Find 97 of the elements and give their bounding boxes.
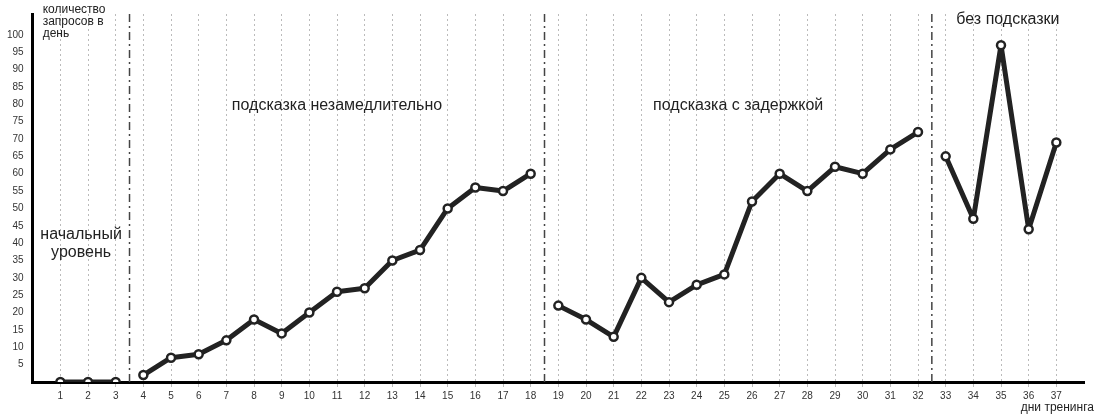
- y-tick-label: 25: [12, 288, 25, 300]
- x-tick-label: 25: [718, 389, 731, 401]
- point: [608, 331, 619, 343]
- x-tick-label: 11: [331, 389, 343, 401]
- point: [553, 300, 564, 311]
- x-tick-label: 22: [635, 389, 648, 401]
- y-tick-label: 50: [12, 202, 25, 214]
- y-axis-title: количество запросов в день: [42, 2, 106, 41]
- y-tick-label: 15: [12, 323, 25, 335]
- x-tick-label: 9: [278, 389, 285, 401]
- annotation: без подсказки: [956, 10, 1060, 28]
- x-tick-label: 8: [251, 389, 258, 401]
- x-tick-label: 10: [303, 389, 316, 401]
- y-tick-label: 10: [12, 341, 25, 353]
- point: [497, 185, 509, 197]
- y-tick-label: 85: [12, 80, 25, 92]
- y-tick-label: 90: [12, 63, 25, 75]
- point: [470, 182, 481, 193]
- point: [968, 213, 979, 225]
- x-tick-label: 16: [469, 389, 482, 401]
- x-tick-label: 28: [801, 389, 814, 401]
- y-tick-label: 55: [12, 184, 25, 196]
- point: [193, 348, 204, 360]
- y-tick-label: 5: [18, 358, 25, 370]
- point: [221, 335, 232, 346]
- y-tick-label: 100: [7, 28, 25, 40]
- point: [414, 244, 426, 256]
- x-tick-label: 35: [995, 389, 1007, 401]
- point: [580, 314, 592, 325]
- y-tick-label: 35: [12, 254, 25, 266]
- x-tick-label: 3: [112, 389, 119, 401]
- point: [331, 286, 343, 297]
- x-tick-label: 27: [774, 389, 786, 401]
- x-tick-label: 18: [525, 389, 537, 401]
- y-tick-label: 65: [12, 150, 25, 162]
- y-tick-label: 70: [12, 132, 25, 144]
- x-tick-label: 24: [691, 389, 703, 401]
- point: [940, 151, 951, 162]
- point: [304, 307, 315, 318]
- y-tick-label: 45: [12, 219, 25, 231]
- y-tick-label: 30: [12, 271, 25, 283]
- annotation: подсказка с задержкой: [653, 96, 824, 114]
- x-tick-label: 19: [552, 389, 565, 401]
- point: [387, 255, 398, 266]
- x-tick-label: 7: [223, 389, 230, 401]
- point: [525, 168, 536, 179]
- x-tick-label: 37: [1050, 389, 1063, 401]
- x-tick-label: 6: [195, 389, 202, 401]
- point: [774, 168, 785, 179]
- point: [995, 40, 1007, 51]
- x-tick-label: 5: [168, 389, 175, 401]
- y-tick-label: 60: [12, 167, 25, 179]
- point: [442, 203, 453, 214]
- point: [165, 352, 177, 363]
- x-tick-label: 26: [746, 389, 758, 401]
- y-tick-label: 20: [12, 306, 25, 318]
- y-tick-label: 75: [12, 115, 25, 127]
- point: [912, 126, 924, 138]
- point: [829, 161, 841, 173]
- x-tick-label: 32: [912, 389, 924, 401]
- x-tick-label: 29: [829, 389, 841, 401]
- point: [663, 296, 675, 308]
- point: [248, 314, 260, 325]
- x-axis-title: дни тренинга: [1020, 400, 1095, 415]
- x-tick-label: 30: [857, 389, 869, 401]
- point: [1051, 137, 1062, 148]
- point: [276, 328, 287, 339]
- point: [636, 272, 647, 284]
- annotation: начальный уровень: [40, 225, 122, 261]
- x-tick-label: 12: [359, 389, 371, 401]
- x-tick-label: 17: [497, 389, 510, 401]
- x-tick-label: 31: [884, 389, 897, 401]
- point: [138, 369, 149, 381]
- x-tick-label: 34: [967, 389, 980, 401]
- annotation: подсказка незамедлительно: [231, 96, 443, 114]
- x-tick-label: 33: [940, 389, 952, 401]
- x-tick-label: 36: [1023, 389, 1035, 401]
- y-tick-label: 80: [12, 98, 25, 110]
- point: [719, 269, 730, 280]
- point: [885, 144, 896, 155]
- x-tick-label: 23: [663, 389, 676, 401]
- x-tick-label: 14: [414, 389, 427, 401]
- x-tick-label: 21: [608, 389, 620, 401]
- point: [1023, 224, 1034, 235]
- x-tick-label: 4: [140, 389, 147, 401]
- point: [691, 279, 702, 291]
- x-tick-label: 1: [57, 389, 64, 401]
- point: [802, 185, 813, 197]
- y-tick-label: 95: [12, 45, 25, 57]
- y-tick-label: 40: [12, 236, 25, 248]
- point: [359, 283, 370, 294]
- x-tick-label: 2: [85, 389, 92, 401]
- x-tick-label: 13: [386, 389, 399, 401]
- point: [857, 168, 868, 179]
- x-tick-label: 15: [442, 389, 454, 401]
- point: [746, 196, 758, 207]
- x-tick-label: 20: [580, 389, 593, 401]
